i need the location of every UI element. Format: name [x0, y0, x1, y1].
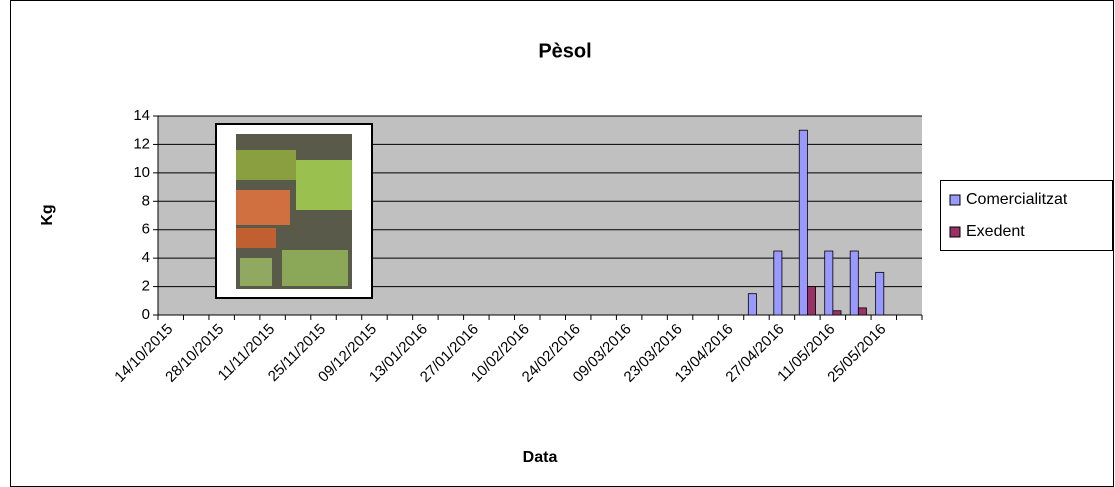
photo-tomatoes	[236, 190, 290, 225]
y-tick-label: 0	[142, 306, 150, 323]
y-tick-label: 4	[142, 249, 150, 266]
legend-swatch	[949, 194, 961, 206]
bar	[875, 271, 885, 316]
bar	[747, 293, 757, 316]
legend-label: Comercialitzat	[966, 191, 1068, 208]
bar	[832, 310, 842, 316]
bar	[849, 250, 859, 316]
x-axis-label: Data	[523, 449, 558, 466]
photo-tomatoes	[236, 228, 276, 248]
legend: Comercialitzat Exedent	[940, 180, 1113, 251]
y-tick-label: 12	[133, 135, 150, 152]
legend-box	[940, 180, 1113, 251]
y-tick-label: 10	[133, 164, 150, 181]
y-tick-label: 6	[142, 221, 150, 238]
photo-vegetables	[296, 160, 352, 210]
y-tick-label: 8	[142, 192, 150, 209]
bar	[824, 250, 834, 316]
photo-beans	[240, 258, 272, 286]
legend-swatch	[949, 226, 961, 238]
bar	[773, 250, 783, 316]
y-tick-label: 2	[142, 278, 150, 295]
y-axis-label: Kg	[39, 204, 56, 225]
y-tick-label: 14	[133, 107, 150, 124]
photo-beans	[282, 250, 348, 286]
chart-title: Pèsol	[538, 40, 591, 62]
legend-label: Exedent	[966, 223, 1025, 240]
bar	[807, 286, 816, 316]
bar	[798, 129, 808, 316]
photo	[215, 123, 373, 299]
photo-vegetables	[236, 150, 296, 180]
bar	[857, 307, 867, 316]
